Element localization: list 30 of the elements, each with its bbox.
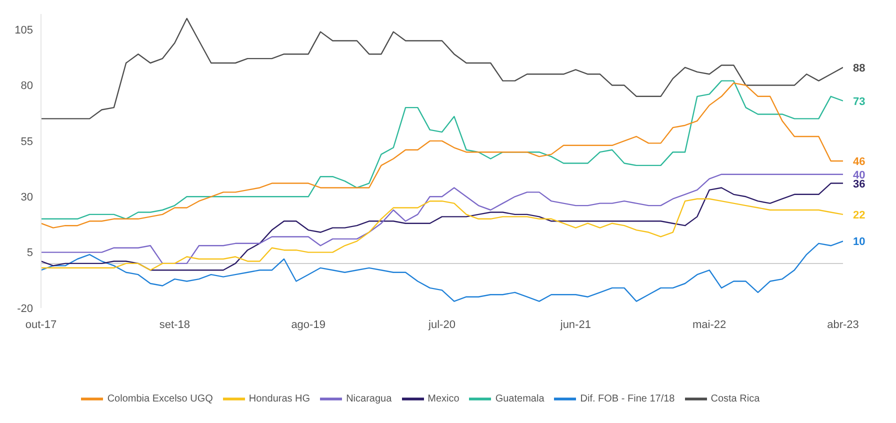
y-tick-label: 55 — [20, 136, 33, 148]
line-series — [41, 240, 843, 302]
line-series — [41, 198, 843, 271]
data-label: 10 — [853, 236, 866, 248]
x-tick-label: ago-19 — [291, 318, 326, 331]
line-series — [41, 174, 843, 264]
x-tick-label: set-18 — [159, 318, 190, 331]
legend-label: Dif. FOB - Fine 17/18 — [580, 394, 675, 405]
legend-label: Nicaragua — [346, 394, 392, 405]
y-tick-label: 105 — [14, 24, 33, 36]
data-label: 22 — [853, 209, 866, 222]
y-tick-label: 5 — [26, 247, 33, 260]
x-tick-label: out-17 — [25, 318, 57, 331]
data-label: 73 — [853, 96, 866, 108]
x-tick-label: jun-21 — [559, 318, 591, 331]
line-series — [41, 18, 843, 120]
data-label: 88 — [853, 62, 866, 74]
data-label: 46 — [853, 156, 866, 168]
line-series — [41, 182, 843, 271]
legend-label: Honduras HG — [248, 394, 310, 405]
x-tick-label: mai-22 — [692, 318, 726, 331]
legend-label: Mexico — [428, 394, 460, 405]
legend-label: Guatemala — [495, 394, 544, 405]
legend-label: Costa Rica — [710, 394, 760, 405]
x-tick-label: jul-20 — [428, 318, 456, 331]
y-tick-label: 80 — [20, 80, 33, 92]
y-tick-label: 30 — [20, 192, 33, 204]
x-tick-label: abr-23 — [827, 318, 859, 331]
y-tick-label: -20 — [17, 302, 33, 315]
legend-label: Colombia Excelso UGQ — [107, 394, 213, 405]
